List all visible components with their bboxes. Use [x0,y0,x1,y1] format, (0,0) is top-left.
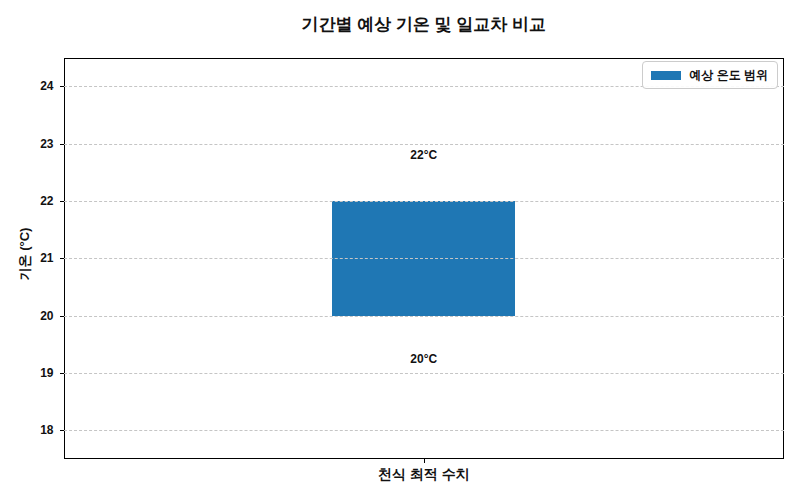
chart-title: 기간별 예상 기온 및 일교차 비교 [301,13,546,36]
gridline [64,144,785,145]
x-tick-mark [424,459,425,463]
y-axis-label: 기온 (°C) [16,228,34,281]
bar-value-annotation: 22°C [410,148,437,162]
gridline [64,373,785,374]
y-tick-label: 21 [40,251,53,265]
y-tick-label: 23 [40,137,53,151]
y-tick-label: 22 [40,194,53,208]
y-tick-label: 19 [40,366,53,380]
x-tick-label: 천식 최적 수치 [378,466,470,484]
y-tick-label: 20 [40,309,53,323]
bar-value-annotation: 20°C [410,352,437,366]
gridline [64,201,785,202]
legend-swatch-icon [651,71,681,80]
gridline [64,258,785,259]
y-tick-label: 18 [40,423,53,437]
y-tick-label: 24 [40,79,53,93]
gridline [64,316,785,317]
chart-figure: 기간별 예상 기온 및 일교차 비교 기온 (°C) 천식 최적 수치 예상 온… [0,0,800,500]
legend-label: 예상 온도 범위 [689,67,768,84]
legend: 예상 온도 범위 [642,61,778,89]
gridline [64,430,785,431]
